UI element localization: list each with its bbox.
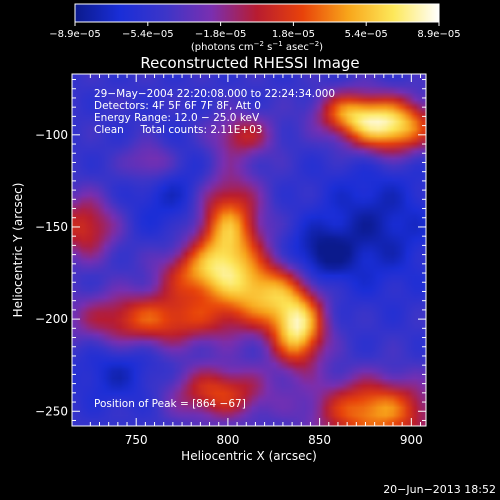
y-axis-label: Heliocentric Y (arcsec): [11, 183, 25, 318]
y-tick-label: −250: [35, 404, 68, 418]
peak-position-label: Position of Peak = [864 −67]: [94, 398, 246, 410]
y-tick-label: −150: [35, 220, 68, 234]
annotation-clean-counts: Clean Total counts: 2.11E+03: [94, 124, 263, 136]
colorbar-units-suffix: ): [319, 42, 323, 53]
footer-timestamp: 20−Jun−2013 18:52: [383, 483, 496, 496]
colorbar-units-exp1: −2: [254, 40, 264, 48]
colorbar-units-exp2: −1: [272, 40, 282, 48]
heatmap-image: [72, 74, 426, 426]
y-tick-label: −200: [35, 312, 68, 326]
colorbar-tick-label: 5.4e−05: [345, 29, 388, 40]
colorbar-tick-label: −5.4e−05: [122, 29, 174, 40]
heatmap-raster: [72, 74, 426, 426]
y-tick-label: −100: [35, 128, 68, 142]
annotation-block: 29−May−2004 22:20:08.000 to 22:24:34.000…: [94, 88, 335, 136]
colorbar-tick-label: 8.9e−05: [417, 29, 460, 40]
colorbar-gradient: [75, 4, 439, 22]
colorbar-tick-label: −8.9e−05: [49, 29, 101, 40]
colorbar-units-mid2: asec: [283, 42, 309, 53]
plot-frame: [71, 73, 427, 427]
colorbar-frame: [74, 3, 440, 23]
x-tick-label: 900: [400, 433, 423, 447]
chart-title: Reconstructed RHESSI Image: [140, 54, 359, 72]
x-tick-label: 850: [308, 433, 331, 447]
colorbar-units-mid: s: [264, 42, 272, 53]
colorbar-units-exp3: −2: [309, 40, 319, 48]
annotation-detectors: Detectors: 4F 5F 6F 7F 8F, Att 0: [94, 100, 261, 112]
colorbar-units-prefix: (photons cm: [191, 42, 254, 53]
colorbar-tick-label: 1.8e−05: [272, 29, 315, 40]
x-tick-label: 750: [125, 433, 148, 447]
annotation-time-range: 29−May−2004 22:20:08.000 to 22:24:34.000: [94, 88, 335, 100]
colorbar-units: (photons cm−2 s−1 asec−2): [191, 40, 323, 53]
annotation-energy-range: Energy Range: 12.0 − 25.0 keV: [94, 112, 260, 124]
axis-ticks: 750 800 850 900 −100 −150 −200 −250: [35, 74, 426, 447]
colorbar-tick-label: −1.8e−05: [195, 29, 247, 40]
x-tick-label: 800: [216, 433, 239, 447]
x-axis-label: Heliocentric X (arcsec): [181, 449, 317, 463]
colorbar: −8.9e−05 −5.4e−05 −1.8e−05 1.8e−05 5.4e−05 8.…: [49, 3, 461, 53]
